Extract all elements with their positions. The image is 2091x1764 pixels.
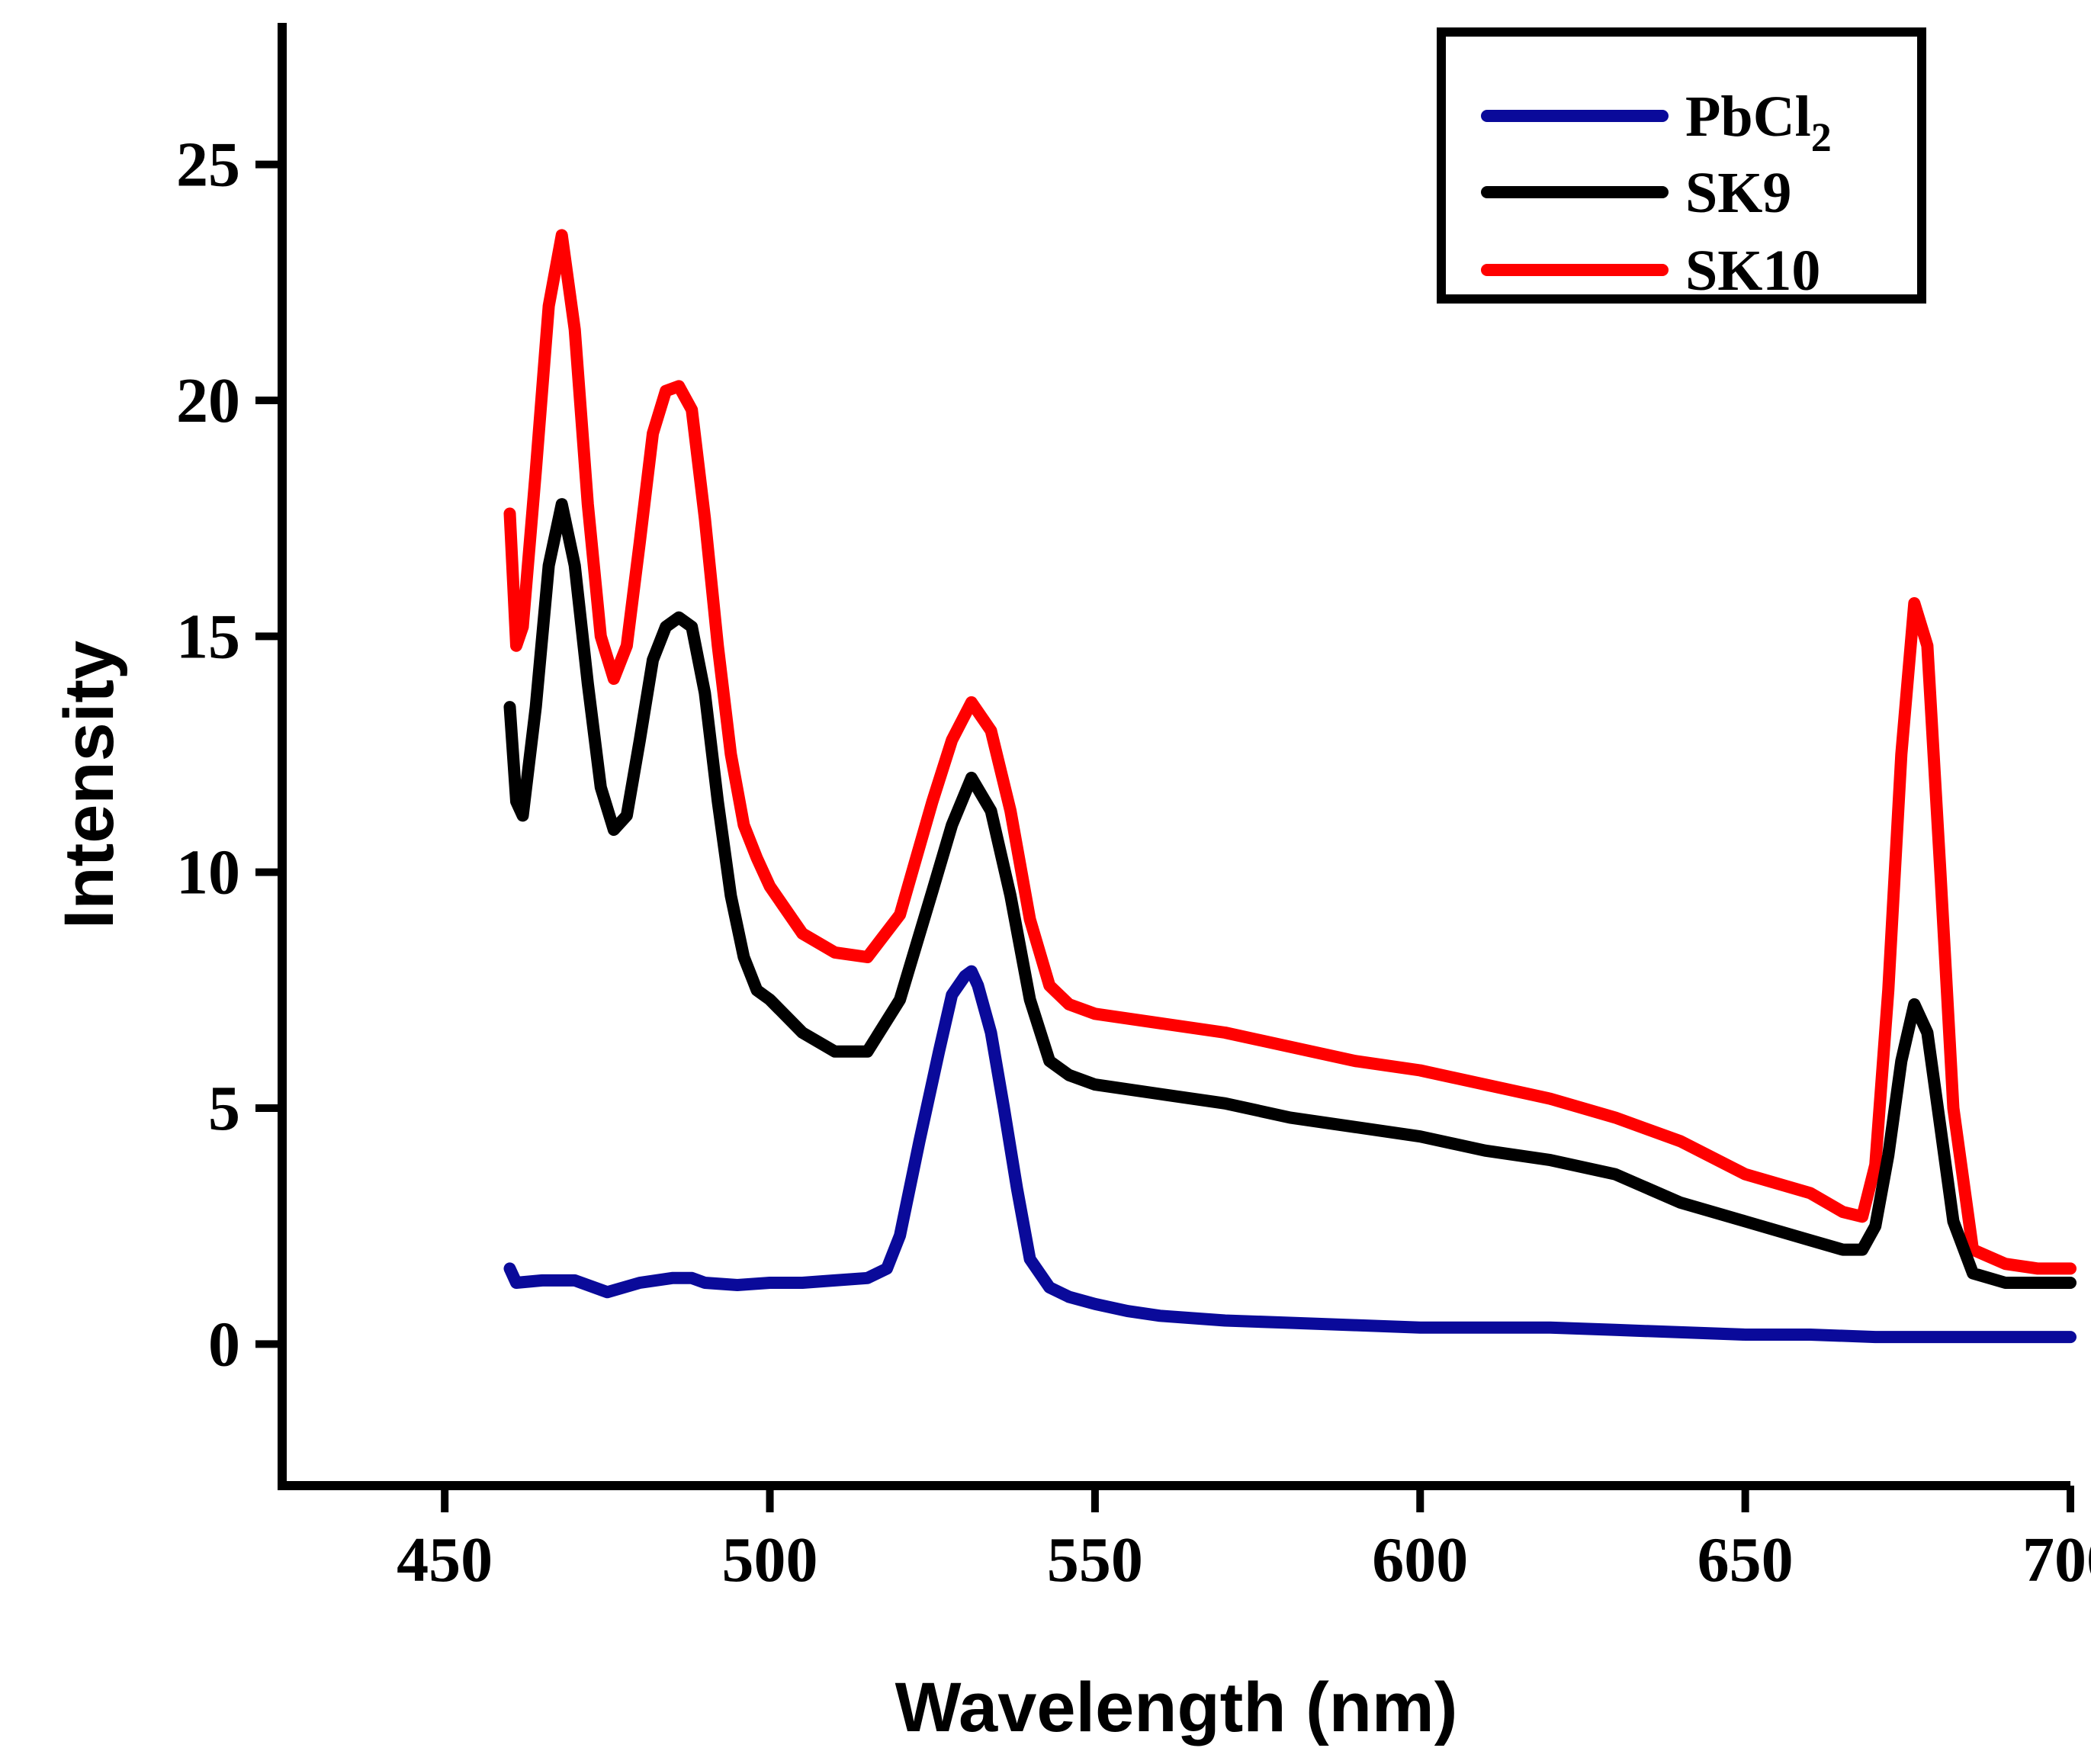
y-tick-label: 20 <box>176 365 240 436</box>
legend-label-pbcl2: PbCl2 <box>1685 85 1832 160</box>
y-tick-label: 25 <box>176 130 240 201</box>
series-line-sk10 <box>503 229 2077 1275</box>
y-tick-label: 10 <box>176 837 240 908</box>
x-tick-label: 550 <box>1047 1525 1143 1595</box>
legend-label-sk10: SK10 <box>1685 239 1820 303</box>
x-tick-label: 600 <box>1372 1525 1468 1595</box>
plot-frame <box>278 23 2070 1490</box>
legend-box <box>1437 27 1926 304</box>
series-line-sk9 <box>503 498 2077 1289</box>
x-tick-label: 450 <box>397 1525 493 1595</box>
x-axis-ticks: 450 500 550 600 650 700 <box>397 1486 2091 1595</box>
y-axis-title: Intensity <box>50 641 128 929</box>
legend-label-sk9: SK9 <box>1685 161 1791 225</box>
y-axis-ticks: 0 5 10 15 20 25 <box>176 130 282 1380</box>
y-tick-label: 0 <box>208 1309 240 1380</box>
x-tick-label: 650 <box>1698 1525 1794 1595</box>
y-tick-label: 5 <box>208 1073 240 1144</box>
y-tick-label: 15 <box>176 601 240 672</box>
series-lines <box>503 229 2077 1344</box>
x-axis-title: Wavelength (nm) <box>895 1669 1458 1746</box>
x-tick-label: 500 <box>722 1525 818 1595</box>
x-tick-label: 700 <box>2022 1525 2091 1595</box>
series-line-pbcl2 <box>503 965 2077 1344</box>
